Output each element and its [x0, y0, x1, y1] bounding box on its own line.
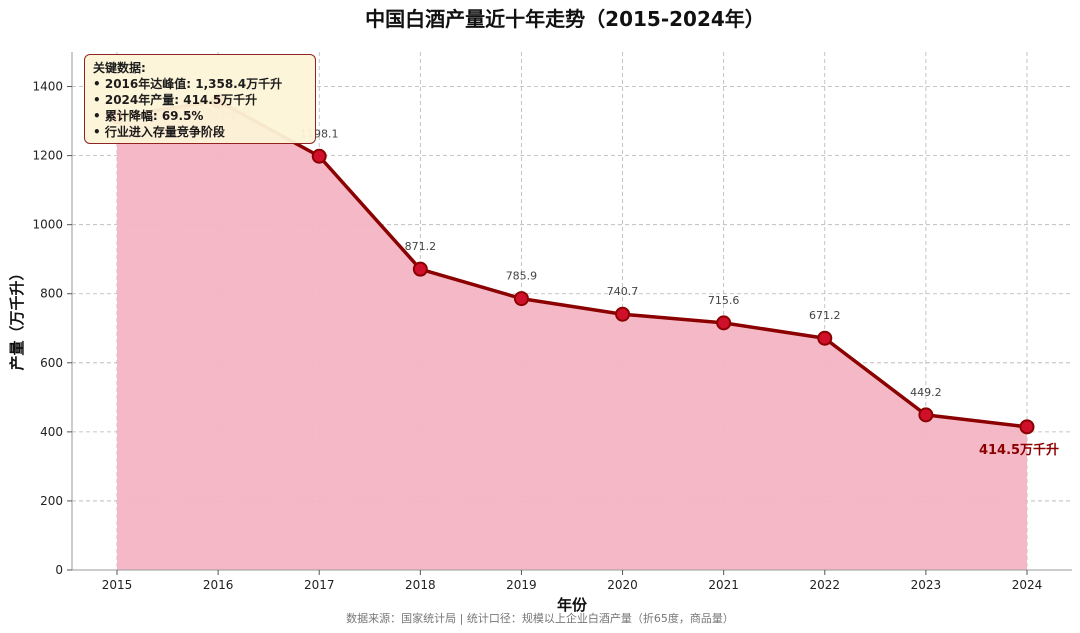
x-tick-label-2015: 2015: [102, 578, 133, 592]
source-note: 数据来源：国家统计局 | 统计口径：规模以上企业白酒产量（折65度，商品量）: [346, 611, 734, 625]
data-label-2023: 449.2: [910, 386, 942, 399]
data-label-2024: 414.5万千升: [979, 442, 1059, 458]
key-data-annotation-box: 关键数据: • 2016年达峰值: 1,358.4万千升 • 2024年产量: …: [84, 54, 316, 144]
x-tick-label-2023: 2023: [911, 578, 942, 592]
y-tick-label-1000: 1000: [32, 218, 63, 232]
annotation-line-2024: • 2024年产量: 414.5万千升: [93, 93, 258, 107]
y-tick-label-1200: 1200: [32, 149, 63, 163]
y-tick-label-600: 600: [40, 356, 63, 370]
x-tick-label-2017: 2017: [304, 578, 335, 592]
data-label-2018: 871.2: [405, 240, 437, 253]
area-under-line: [117, 100, 1027, 570]
x-tick-label-2020: 2020: [607, 578, 638, 592]
area-fill: [117, 100, 1027, 570]
y-axis-label: 产量（万千升）: [8, 265, 26, 370]
x-axis-label: 年份: [557, 596, 588, 614]
x-tick-label-2022: 2022: [810, 578, 841, 592]
x-tick-label-2018: 2018: [405, 578, 436, 592]
chart-title: 中国白酒产量近十年走势（2015-2024年）: [365, 7, 765, 31]
y-tick-label-400: 400: [40, 425, 63, 439]
data-label-2021: 715.6: [708, 294, 740, 307]
data-label-2019: 785.9: [506, 270, 538, 283]
data-point-2017: [311, 148, 327, 164]
data-label-2020: 740.7: [607, 285, 639, 298]
data-point-2018: [412, 261, 428, 277]
data-point-2021: [716, 315, 732, 331]
x-tick-label-2024: 2024: [1012, 578, 1043, 592]
data-point-2024: [1019, 419, 1035, 435]
x-tick-label-2021: 2021: [708, 578, 739, 592]
y-tick-label-200: 200: [40, 494, 63, 508]
x-tick-label-2016: 2016: [203, 578, 234, 592]
x-tick-label-2019: 2019: [506, 578, 537, 592]
data-point-2023: [918, 407, 934, 423]
data-point-2022: [817, 330, 833, 346]
data-point-2019: [513, 291, 529, 307]
tick-labels: 0 200 400 600 800 1000 1200 1400 2015 2016 2017 201…: [32, 80, 1042, 592]
annotation-line-stage: • 行业进入存量竞争阶段: [93, 125, 225, 139]
y-tick-label-1400: 1400: [32, 80, 63, 94]
annotation-line-peak: • 2016年达峰值: 1,358.4万千升: [93, 77, 283, 91]
data-point-2020: [615, 306, 631, 322]
y-tick-label-0: 0: [55, 563, 63, 577]
annotation-title: 关键数据:: [93, 61, 146, 75]
data-label-2022: 671.2: [809, 309, 841, 322]
axes: [71, 52, 1072, 571]
annotation-line-decline: • 累计降幅: 69.5%: [93, 109, 204, 123]
y-tick-label-800: 800: [40, 287, 63, 301]
